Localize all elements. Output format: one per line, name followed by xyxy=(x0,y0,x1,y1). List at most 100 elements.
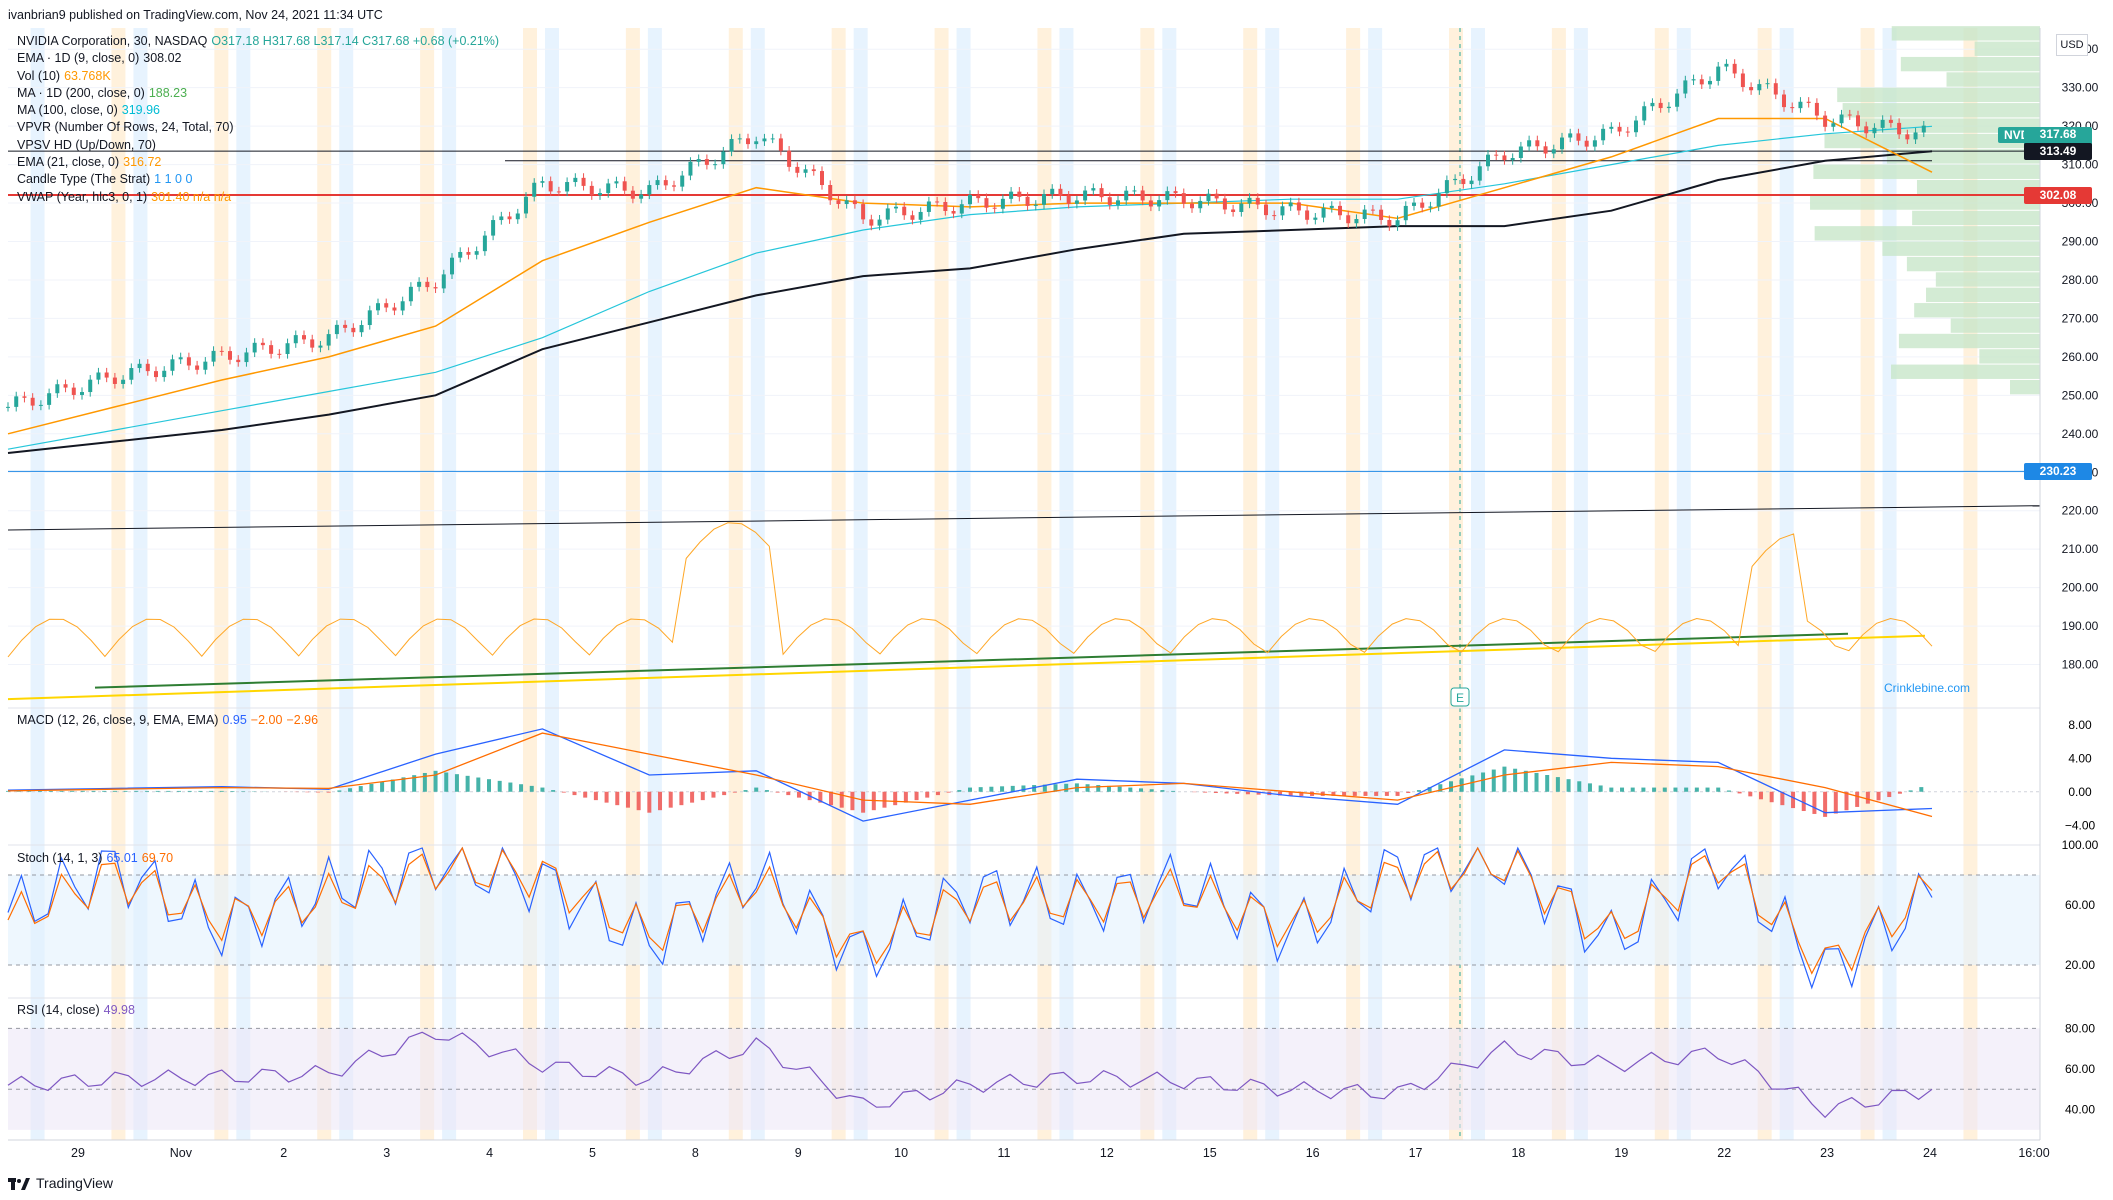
currency-button[interactable]: USD xyxy=(2056,34,2088,56)
candle-body xyxy=(195,365,200,370)
legend-row: MA (100, close, 0) 319.96 xyxy=(17,102,499,119)
candle-body xyxy=(737,138,742,140)
vpvr-row xyxy=(1916,179,2040,195)
candle-body xyxy=(1387,219,1392,227)
candle-body xyxy=(1683,80,1688,94)
macd-histogram-bar xyxy=(337,790,342,792)
macd-histogram-bar xyxy=(1897,791,1902,794)
afterhours-band xyxy=(625,28,640,1140)
macd-histogram-bar xyxy=(1438,784,1443,792)
macd-histogram-bar xyxy=(444,772,449,792)
vpvr-row xyxy=(1974,41,2040,56)
footer: TradingView xyxy=(8,1175,113,1191)
macd-histogram-bar xyxy=(1000,786,1005,792)
macd-histogram-bar xyxy=(1277,791,1282,796)
afterhours-band xyxy=(1551,28,1566,1140)
candle-body xyxy=(302,335,306,340)
candle-body xyxy=(1247,197,1252,204)
afterhours-band xyxy=(934,28,949,1140)
stoch-k-value: 65.01 xyxy=(106,851,138,865)
macd-histogram-bar xyxy=(1812,791,1817,814)
macd-histogram-bar xyxy=(401,777,406,792)
rsi-tick-label: 60.00 xyxy=(2065,1062,2095,1076)
candle-body xyxy=(1675,93,1680,107)
macd-histogram-bar xyxy=(668,791,673,808)
macd-histogram-bar xyxy=(48,790,53,792)
macd-histogram-bar xyxy=(209,790,214,792)
macd-histogram-bar xyxy=(1833,791,1838,814)
macd-histogram-bar xyxy=(412,775,417,792)
macd-histogram-bar xyxy=(636,791,641,811)
macd-histogram-bar xyxy=(1106,785,1111,792)
time-tick-label: 4 xyxy=(486,1146,493,1160)
macd-histogram-bar xyxy=(1641,787,1646,792)
candle-body xyxy=(918,211,923,220)
macd-histogram-bar xyxy=(529,785,534,792)
candle-body xyxy=(1642,106,1647,121)
legend-value: 63.768K xyxy=(64,68,111,83)
macd-histogram-bar xyxy=(700,791,705,801)
candle-body xyxy=(1560,137,1564,150)
vpvr-row xyxy=(1906,256,2040,272)
macd-histogram-bar xyxy=(1149,789,1154,792)
macd-histogram-bar xyxy=(593,791,598,801)
candle-body xyxy=(614,181,619,184)
lower-panels xyxy=(6,707,2040,1130)
candle-body xyxy=(861,204,866,220)
candle-body xyxy=(926,201,931,212)
candle-body xyxy=(343,324,348,328)
candle-body xyxy=(228,351,232,360)
price-tick-label: 220.00 xyxy=(2062,504,2099,518)
candle-body xyxy=(1494,154,1499,156)
vpvr-row xyxy=(1842,103,2040,118)
macd-histogram-bar xyxy=(786,791,791,796)
time-tick-label: 17 xyxy=(1409,1146,1423,1160)
candle-body xyxy=(1083,190,1088,201)
macd-histogram-bar xyxy=(1662,787,1667,792)
candle-body xyxy=(1732,63,1737,74)
legend-label: Vol (10) xyxy=(17,68,61,83)
trendline xyxy=(7,505,2041,531)
candle-body xyxy=(367,310,372,326)
macd-histogram-bar xyxy=(861,791,866,813)
candle-body xyxy=(145,363,150,372)
macd-histogram-bar xyxy=(1449,781,1453,792)
stoch-d-line xyxy=(7,846,1933,975)
candle-body xyxy=(762,138,767,142)
price-tick-label: 290.00 xyxy=(2062,235,2099,249)
macd-histogram-bar xyxy=(925,791,930,798)
candle-body xyxy=(1222,198,1227,210)
macd-histogram-bar xyxy=(978,787,983,792)
macd-histogram-bar xyxy=(198,790,203,792)
macd-histogram-bar xyxy=(882,791,887,808)
macd-histogram-bar xyxy=(647,791,652,813)
macd-histogram-bar xyxy=(1684,787,1689,792)
vpvr-row xyxy=(1813,164,2040,179)
candle-body xyxy=(178,357,183,360)
candle-body xyxy=(704,159,709,165)
candle-body xyxy=(1740,73,1745,88)
afterhours-band xyxy=(1654,28,1669,1140)
macd-histogram-bar xyxy=(454,774,459,792)
macd-histogram-bar xyxy=(743,790,748,792)
vpvr-row xyxy=(1979,349,2040,364)
candle-body xyxy=(1831,123,1836,127)
macd-histogram-bar xyxy=(91,790,96,792)
premarket-band xyxy=(545,28,559,1140)
candle-body xyxy=(285,343,290,355)
candle-body xyxy=(260,342,265,346)
macd-histogram-bar xyxy=(1887,791,1892,798)
candle-body xyxy=(1362,209,1367,219)
macd-histogram-bar xyxy=(219,790,224,792)
macd-histogram-bar xyxy=(1128,787,1133,792)
candle-body xyxy=(1864,126,1869,134)
macd-histogram-bar xyxy=(1021,785,1026,792)
candle-body xyxy=(1913,132,1918,140)
macd-histogram-bar xyxy=(497,780,502,792)
time-tick-label: 19 xyxy=(1614,1146,1628,1160)
premarket-band xyxy=(339,28,354,1140)
candle-body xyxy=(1099,188,1104,198)
premarket-band xyxy=(1368,28,1383,1140)
volume-line xyxy=(7,522,1933,658)
